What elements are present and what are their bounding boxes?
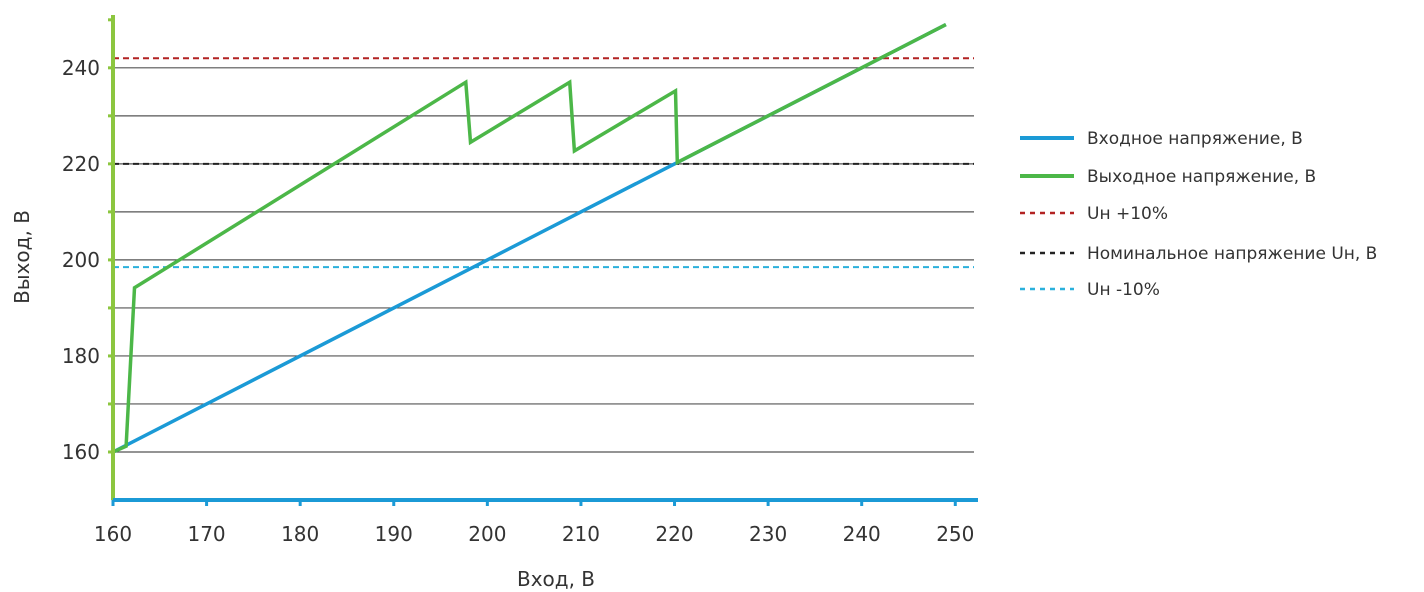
x-tick-label: 210 bbox=[562, 522, 600, 546]
y-tick-label: 220 bbox=[62, 152, 100, 176]
legend-label: Номинальное напряжение Uн, В bbox=[1087, 244, 1377, 264]
y-tick-label: 160 bbox=[62, 440, 100, 464]
y-tick-label: 240 bbox=[62, 56, 100, 80]
y-tick-label: 200 bbox=[62, 248, 100, 272]
x-tick-label: 180 bbox=[281, 522, 319, 546]
x-tick-label: 200 bbox=[468, 522, 506, 546]
legend-label: Uн -10% bbox=[1087, 280, 1160, 300]
x-tick-label: 220 bbox=[655, 522, 693, 546]
y-tick-label: 180 bbox=[62, 344, 100, 368]
x-axis-label: Вход, В bbox=[517, 567, 595, 591]
legend-label: Выходное напряжение, В bbox=[1087, 167, 1316, 187]
legend-label: Uн +10% bbox=[1087, 204, 1168, 224]
x-tick-label: 240 bbox=[843, 522, 881, 546]
x-tick-label: 250 bbox=[936, 522, 974, 546]
series-line-1 bbox=[112, 23, 947, 454]
x-tick-label: 230 bbox=[749, 522, 787, 546]
x-tick-label: 190 bbox=[375, 522, 413, 546]
y-axis-label: Выход, В bbox=[10, 210, 34, 304]
legend-label: Входное напряжение, В bbox=[1087, 129, 1303, 149]
x-tick-label: 170 bbox=[187, 522, 225, 546]
x-tick-label: 160 bbox=[94, 522, 132, 546]
